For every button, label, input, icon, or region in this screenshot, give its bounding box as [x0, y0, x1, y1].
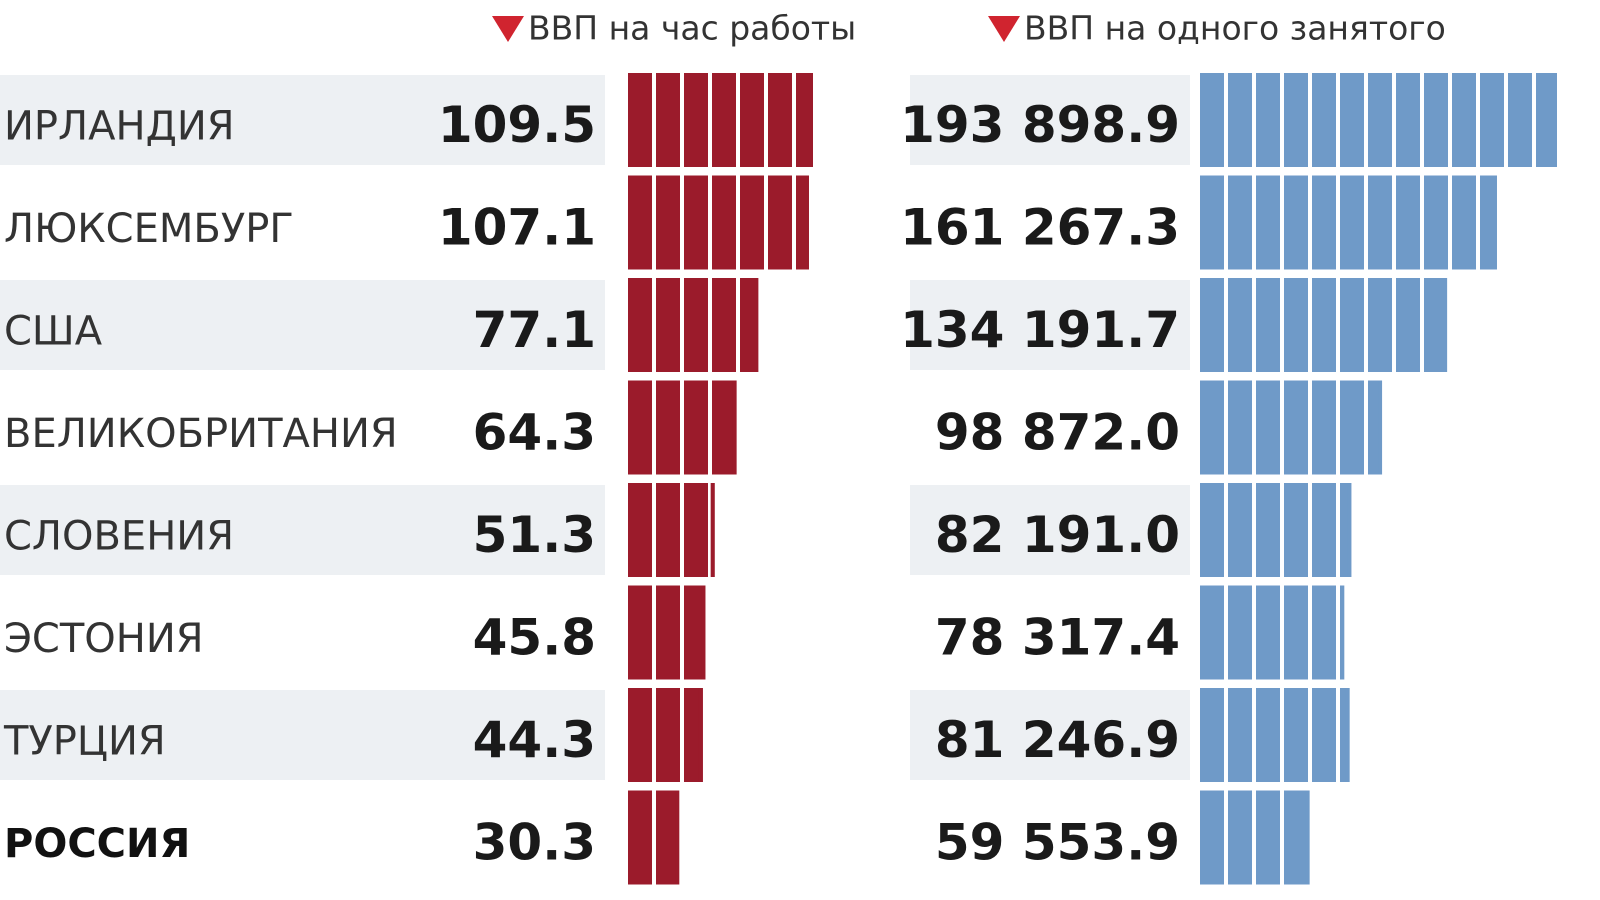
bar-end — [1305, 790, 1310, 885]
bar-end — [809, 73, 813, 167]
category-label: ВЕЛИКОБРИТАНИЯ — [4, 411, 398, 457]
value-label: 82 191.0 — [935, 506, 1180, 564]
bar-end — [1492, 175, 1497, 270]
category-label: ЛЮКСЕМБУРГ — [4, 206, 294, 252]
bar — [628, 73, 813, 167]
bar-end — [1553, 73, 1557, 167]
value-label: 193 898.9 — [900, 96, 1180, 154]
value-label: 30.3 — [473, 813, 596, 871]
value-label: 161 267.3 — [900, 198, 1180, 256]
series-header: ВВП на час работы — [528, 9, 856, 48]
row-band — [0, 690, 605, 780]
bar — [1200, 278, 1448, 372]
value-label: 134 191.7 — [900, 301, 1180, 359]
value-label: 77.1 — [473, 301, 596, 359]
bar — [1200, 73, 1557, 167]
bar-end — [710, 483, 715, 577]
bar — [1200, 790, 1310, 885]
row-band — [910, 485, 1190, 575]
value-label: 44.3 — [473, 711, 596, 769]
bar — [1200, 175, 1497, 270]
row-band — [910, 690, 1190, 780]
bar-end — [1443, 278, 1448, 372]
series-header: ВВП на одного занятого — [1024, 9, 1446, 48]
bar-end — [1340, 585, 1345, 680]
bar — [628, 790, 680, 885]
row-bands — [0, 75, 1190, 780]
category-label: ИРЛАНДИЯ — [4, 103, 235, 149]
value-label: 98 872.0 — [935, 403, 1180, 461]
category-label: РОССИЯ — [4, 821, 190, 867]
bar-end — [732, 380, 737, 475]
bar — [628, 380, 737, 475]
category-label: ТУРЦИЯ — [3, 718, 166, 764]
bar — [1200, 688, 1350, 782]
bar — [628, 278, 759, 372]
bar — [628, 585, 706, 680]
category-label: США — [4, 308, 103, 354]
category-label: ЭСТОНИЯ — [4, 616, 204, 662]
header-marker — [988, 16, 1020, 42]
value-label: 81 246.9 — [935, 711, 1180, 769]
bar-end — [804, 175, 809, 270]
header-marker — [492, 16, 524, 42]
row-band — [910, 280, 1190, 370]
bar-end — [698, 688, 703, 782]
bar — [628, 175, 809, 270]
row-band — [0, 75, 605, 165]
value-label: 78 317.4 — [935, 608, 1180, 666]
bar — [1200, 585, 1345, 680]
bar — [628, 483, 715, 577]
row-band — [0, 280, 605, 370]
bar — [628, 688, 703, 782]
row-band — [0, 485, 605, 575]
bar-end — [701, 585, 706, 680]
bar-end — [1345, 688, 1350, 782]
bar-end — [1378, 380, 1383, 475]
category-label: СЛОВЕНИЯ — [4, 513, 234, 559]
bar — [1200, 380, 1383, 475]
bar-end — [1347, 483, 1352, 577]
value-label: 51.3 — [473, 506, 596, 564]
value-label: 109.5 — [438, 96, 596, 154]
value-label: 64.3 — [473, 403, 596, 461]
value-label: 45.8 — [473, 608, 596, 666]
value-label: 107.1 — [438, 198, 596, 256]
row-band — [910, 75, 1190, 165]
bar-end — [754, 278, 759, 372]
value-label: 59 553.9 — [935, 813, 1180, 871]
bar — [1200, 483, 1352, 577]
bar-end — [675, 790, 680, 885]
